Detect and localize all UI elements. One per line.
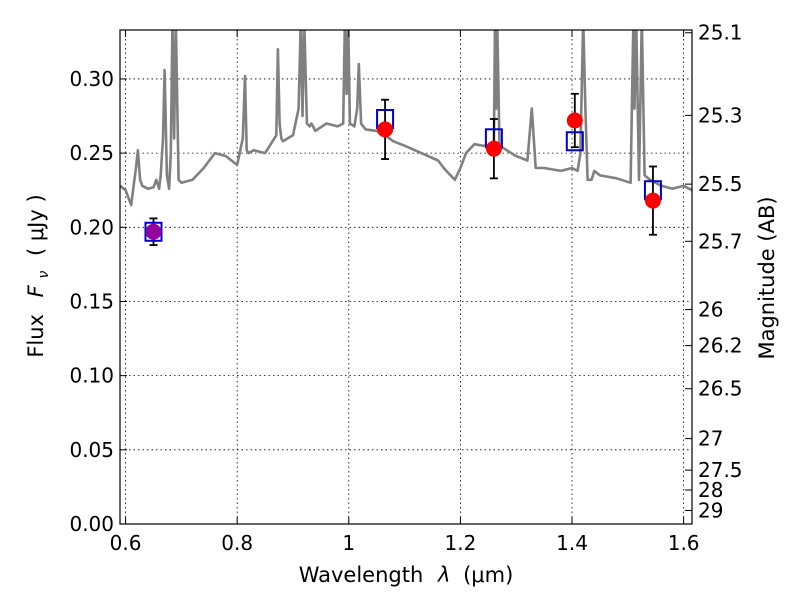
x-tick-label: 1.2 xyxy=(445,531,477,555)
y-tick-label: 0.00 xyxy=(69,512,114,536)
y2-tick-label: 26.2 xyxy=(698,334,743,358)
y-tick-label: 0.30 xyxy=(69,67,114,91)
observed-point xyxy=(644,192,661,209)
x-tick-label: 1.4 xyxy=(556,531,588,555)
y2-tick-label: 27 xyxy=(698,427,723,451)
spectrum-line xyxy=(120,30,692,207)
x-axis-title: Wavelength λ (μm) xyxy=(299,563,514,587)
y-tick-label: 0.25 xyxy=(69,141,114,165)
y-tick-label: 0.05 xyxy=(69,438,114,462)
y-axis-title-unit: ( μJy ) xyxy=(24,194,48,256)
x-tick-label: 1 xyxy=(342,531,355,555)
observed-point xyxy=(145,223,162,240)
y-axis-title-symbol: F xyxy=(24,284,48,297)
y2-axis-title: Magnitude (AB) xyxy=(755,196,779,359)
y2-tick-label: 26 xyxy=(698,298,723,322)
y-tick-label: 0.20 xyxy=(69,215,114,239)
y2-tick-label: 26.5 xyxy=(698,377,743,401)
x-tick-label: 1.6 xyxy=(668,531,700,555)
axis-ticks: 0.6 0.8 1 1.2 1.4 1.6 0.00 0.05 0.10 0.15 0.20 0.25… xyxy=(69,21,742,555)
model-square xyxy=(565,131,584,152)
template-spectrum xyxy=(120,30,692,207)
observed-point xyxy=(377,121,394,138)
x-tick-label: 0.6 xyxy=(110,531,142,555)
x-axis-title-prefix: Wavelength xyxy=(299,563,424,587)
observed-photometry xyxy=(145,112,661,240)
y-axis-title-prefix: Flux xyxy=(24,314,48,358)
y2-tick-label: 29 xyxy=(698,498,723,522)
x-axis-title-unit: (μm) xyxy=(463,563,513,587)
y2-tick-label: 25.1 xyxy=(698,21,743,45)
y-tick-label: 0.10 xyxy=(69,364,114,388)
y2-tick-label: 28 xyxy=(698,478,723,502)
observed-point xyxy=(485,140,502,157)
y-tick-label: 0.15 xyxy=(69,289,114,313)
plot-frame xyxy=(119,29,693,525)
y-axis-title-subscript: ν xyxy=(36,271,52,279)
x-axis-title-symbol: λ xyxy=(437,563,450,587)
y2-tick-label: 25.7 xyxy=(698,229,743,253)
y-axis-title: Flux F ν ( μJy ) xyxy=(24,194,53,357)
observed-point xyxy=(566,112,583,129)
x-tick-label: 0.8 xyxy=(221,531,253,555)
grid xyxy=(120,30,692,525)
y2-tick-label: 25.3 xyxy=(698,103,743,127)
y2-tick-label: 25.5 xyxy=(698,172,743,196)
model-photometry xyxy=(144,109,662,242)
y2-tick-label: 27.5 xyxy=(698,458,743,482)
